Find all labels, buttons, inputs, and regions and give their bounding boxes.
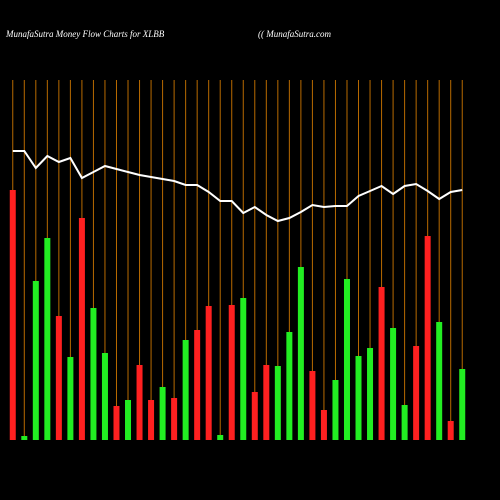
bar xyxy=(194,330,201,440)
bar xyxy=(125,400,132,440)
bar xyxy=(332,380,339,440)
bar xyxy=(240,298,247,440)
bar xyxy=(343,279,350,440)
bar xyxy=(309,371,316,440)
bar xyxy=(101,353,108,440)
bar xyxy=(113,406,120,440)
bar xyxy=(78,218,85,440)
bar xyxy=(436,322,443,440)
chart-title: MunafaSutra Money Flow Charts for XLBB xyxy=(5,29,165,39)
bar xyxy=(367,348,374,440)
bar xyxy=(136,365,143,440)
bar xyxy=(355,356,362,440)
chart-subtitle: (( MunafaSutra.com xyxy=(258,29,331,39)
bar xyxy=(21,436,28,440)
bar xyxy=(459,369,466,440)
bar xyxy=(297,267,304,440)
bar xyxy=(251,392,258,440)
bar xyxy=(378,287,385,440)
bar xyxy=(401,405,408,440)
money-flow-line xyxy=(12,150,463,223)
bar xyxy=(286,332,293,440)
bar xyxy=(44,238,51,440)
bar xyxy=(32,281,39,440)
bar xyxy=(413,346,420,440)
bar xyxy=(55,316,62,440)
bar xyxy=(159,387,166,440)
bar xyxy=(148,400,155,440)
bar xyxy=(274,366,281,440)
bar xyxy=(182,340,189,440)
bar xyxy=(390,328,397,440)
bar xyxy=(205,306,212,440)
bar xyxy=(447,421,454,440)
bar xyxy=(9,190,16,440)
bar xyxy=(320,410,327,440)
bar xyxy=(67,357,74,440)
bar xyxy=(90,308,97,440)
bar xyxy=(228,305,235,440)
bar xyxy=(263,365,270,440)
bar xyxy=(217,435,224,440)
bar xyxy=(424,236,431,440)
bar xyxy=(171,398,178,440)
